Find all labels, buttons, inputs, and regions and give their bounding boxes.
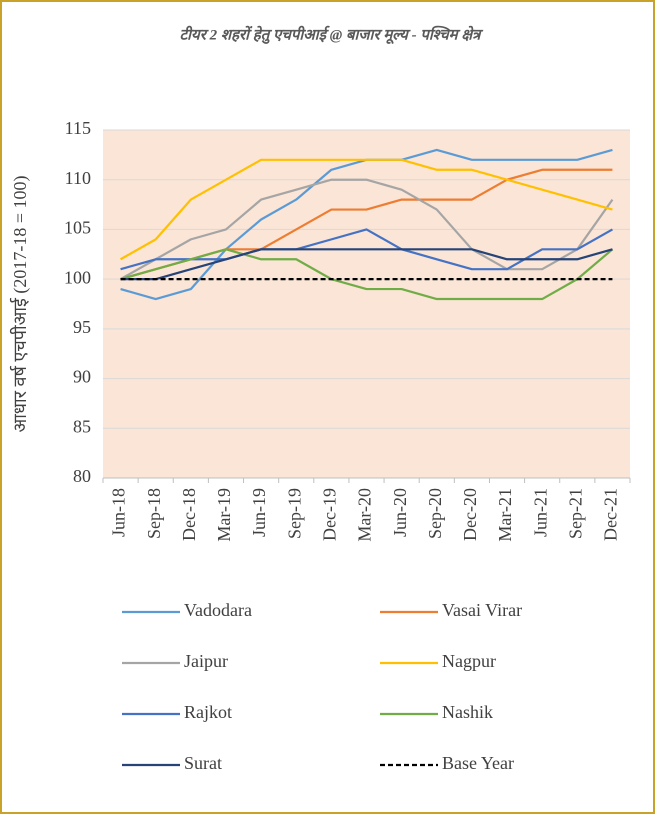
series-line [120,228,613,271]
x-tick-label: Sep-19 [284,488,304,539]
legend-label: Vadodara [184,600,252,620]
legend-label: Vasai Virar [442,600,522,620]
y-tick-label: 110 [65,168,91,188]
y-tick-label: 100 [64,267,91,287]
y-tick-label: 105 [64,218,91,238]
legend-label: Jaipur [184,651,228,671]
x-tick-label: Jun-20 [390,488,410,537]
series-line [120,178,614,281]
legend-label: Nagpur [442,651,496,671]
x-tick-label: Jun-18 [109,488,129,537]
y-tick-label: 115 [65,118,91,138]
x-tick-label: Mar-19 [214,488,234,542]
legend-label: Nashik [442,702,493,722]
series-line [120,158,613,261]
y-tick-label: 80 [73,466,91,486]
x-tick-label: Dec-21 [601,488,621,541]
x-tick-label: Sep-18 [144,488,164,539]
x-tick-label: Jun-19 [249,488,269,537]
x-tick-label: Dec-18 [179,488,199,541]
y-tick-label: 90 [73,367,91,387]
x-tick-label: Mar-20 [355,488,375,542]
y-tick-label: 95 [73,317,91,337]
legend-label: Rajkot [184,702,232,722]
x-tick-label: Jun-21 [530,488,550,537]
x-tick-label: Dec-20 [460,488,480,541]
series-line [120,248,613,281]
legend-label: Base Year [442,753,514,773]
x-tick-label: Sep-21 [565,488,585,539]
x-tick-label: Dec-19 [319,488,339,541]
plot-area [103,130,630,478]
series-line [120,248,614,301]
legend-label: Surat [184,753,222,773]
y-tick-label: 85 [73,416,91,436]
x-tick-label: Mar-21 [495,488,515,542]
y-axis-label: आधार वर्ष एचपीआई (2017-18 = 100) [9,175,31,432]
chart-title: टीयर 2 शहरों हेतु एचपीआई @ बाजार मूल्य -… [180,25,485,44]
x-tick-label: Sep-20 [425,488,445,539]
